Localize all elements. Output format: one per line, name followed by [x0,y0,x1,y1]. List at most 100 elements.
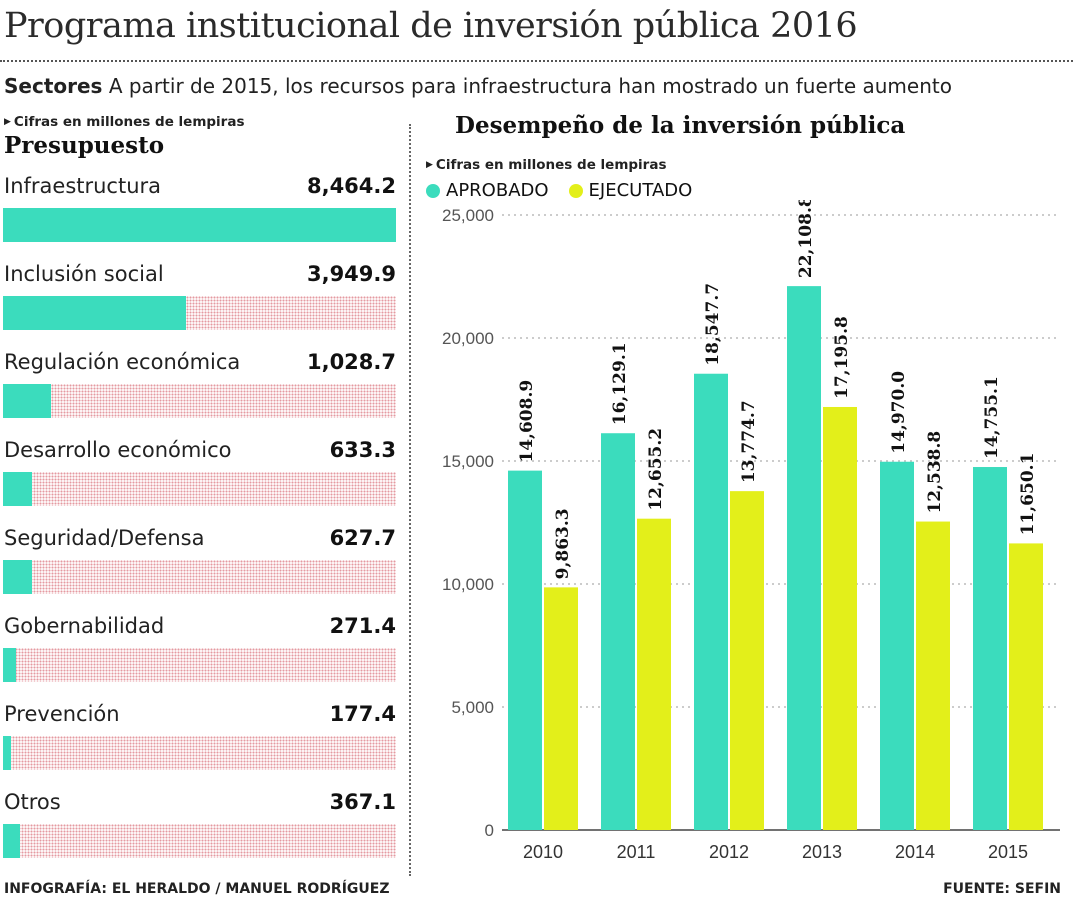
triangle-right-icon: ▶ [426,160,433,170]
budget-label: Regulación económica [4,350,241,374]
bar-value-label: 9,863.3 [553,508,573,579]
bar-ejecutado [1009,543,1043,830]
chart-legend: APROBADO EJECUTADO [426,180,712,201]
bar-aprobado [787,286,821,830]
bar-value-label: 12,538.8 [925,431,945,514]
budget-value: 367.1 [329,790,396,814]
budget-row: Prevención 177.4 [0,702,400,782]
budget-bar [3,824,21,858]
y-tick-label: 0 [485,821,494,840]
bar-value-label: 11,650.1 [1018,453,1038,536]
budget-bar-track [3,472,396,506]
legend-item-aprobado: APROBADO [426,180,549,201]
performance-units-note: ▶ Cifras en millones de lempiras [426,157,667,173]
budget-value: 271.4 [329,614,396,638]
panel-divider [409,124,411,876]
bar-aprobado [694,373,728,830]
budget-label: Inclusión social [4,262,164,286]
bar-value-label: 14,608.9 [517,380,537,463]
bar-aprobado [601,433,635,830]
bar-value-label: 13,774.7 [739,400,759,483]
budget-bar [3,208,396,242]
budget-bar-track [3,208,396,242]
y-tick-label: 10,000 [442,575,494,594]
budget-heading: Presupuesto [4,132,165,159]
budget-bar [3,296,187,330]
budget-bar [3,560,33,594]
source-line: FUENTE: SEFIN [943,881,1061,897]
bar-aprobado [880,461,914,830]
bar-aprobado [508,470,542,830]
bar-ejecutado [544,587,578,830]
subtitle-text: A partir de 2015, los recursos para infr… [102,74,952,98]
budget-label: Otros [4,790,61,814]
budget-value: 1,028.7 [306,350,396,374]
bar-ejecutado [823,406,857,830]
bar-value-label: 14,970.0 [889,371,909,454]
bar-value-label: 18,547.7 [703,283,723,366]
budget-bar [3,384,51,418]
budget-bar-track [3,560,396,594]
budget-row: Regulación económica 1,028.7 [0,350,400,430]
budget-bar [3,648,16,682]
y-tick-label: 20,000 [442,329,494,348]
legend-label-aprobado: APROBADO [446,180,549,201]
page-title: Programa institucional de inversión públ… [4,6,858,46]
x-tick-label: 2010 [523,842,563,862]
budget-label: Infraestructura [4,174,162,198]
x-tick-label: 2012 [709,842,749,862]
bar-ejecutado [637,518,671,830]
budget-units-note: ▶ Cifras en millones de lempiras [4,114,245,130]
subtitle-lead: Sectores [4,74,103,98]
budget-row: Seguridad/Defensa 627.7 [0,526,400,606]
legend-swatch-ejecutado [568,183,583,198]
legend-label-ejecutado: EJECUTADO [588,180,693,201]
bar-value-label: 17,195.8 [832,316,852,399]
budget-units-text: Cifras en millones de lempiras [13,114,245,130]
budget-bar-track [3,648,396,682]
budget-label: Seguridad/Defensa [4,526,205,550]
legend-item-ejecutado: EJECUTADO [568,180,693,201]
legend-swatch-aprobado [426,183,440,198]
bar-ejecutado [916,521,950,830]
budget-row: Inclusión social 3,949.9 [0,262,400,342]
bar-value-label: 16,129.1 [610,342,630,425]
budget-value: 177.4 [329,702,396,726]
subtitle: Sectores A partir de 2015, los recursos … [4,74,952,98]
budget-value: 8,464.2 [306,174,396,198]
triangle-right-icon: ▶ [4,117,11,127]
budget-row: Gobernabilidad 271.4 [0,614,400,694]
y-tick-label: 15,000 [442,452,494,471]
budget-bar-track [3,736,396,770]
credit-line: INFOGRAFÍA: EL HERALDO / MANUEL RODRÍGUE… [4,881,390,897]
budget-row: Otros 367.1 [0,790,400,870]
budget-value: 3,949.9 [306,262,396,286]
budget-label: Desarrollo económico [4,438,232,462]
budget-row: Infraestructura 8,464.2 [0,174,400,254]
y-tick-label: 25,000 [442,206,494,225]
bar-value-label: 22,108.8 [796,200,816,278]
budget-row: Desarrollo económico 633.3 [0,438,400,518]
title-divider [0,60,1073,62]
budget-bar-track [3,296,396,330]
performance-units-text: Cifras en millones de lempiras [435,157,667,173]
bar-value-label: 14,755.1 [982,376,1002,459]
investment-bar-chart: 0 5,000 10,000 15,000 20,000 25,000 14,608.9 9,… [442,200,1060,862]
x-tick-label: 2015 [988,842,1028,862]
budget-value: 627.7 [329,526,396,550]
x-tick-label: 2013 [802,842,842,862]
y-tick-label: 5,000 [451,698,494,717]
bar-ejecutado [730,491,764,830]
budget-bar-track [3,384,396,418]
x-tick-label: 2014 [895,842,935,862]
budget-bar-track [3,824,396,858]
budget-label: Prevención [4,702,120,726]
x-tick-label: 2011 [617,842,656,862]
bar-value-label: 12,655.2 [646,428,666,511]
budget-value: 633.3 [329,438,396,462]
budget-label: Gobernabilidad [4,614,165,638]
performance-heading: Desempeño de la inversión pública [455,112,906,139]
budget-bar [3,736,12,770]
budget-bar [3,472,33,506]
bar-aprobado [973,467,1007,830]
